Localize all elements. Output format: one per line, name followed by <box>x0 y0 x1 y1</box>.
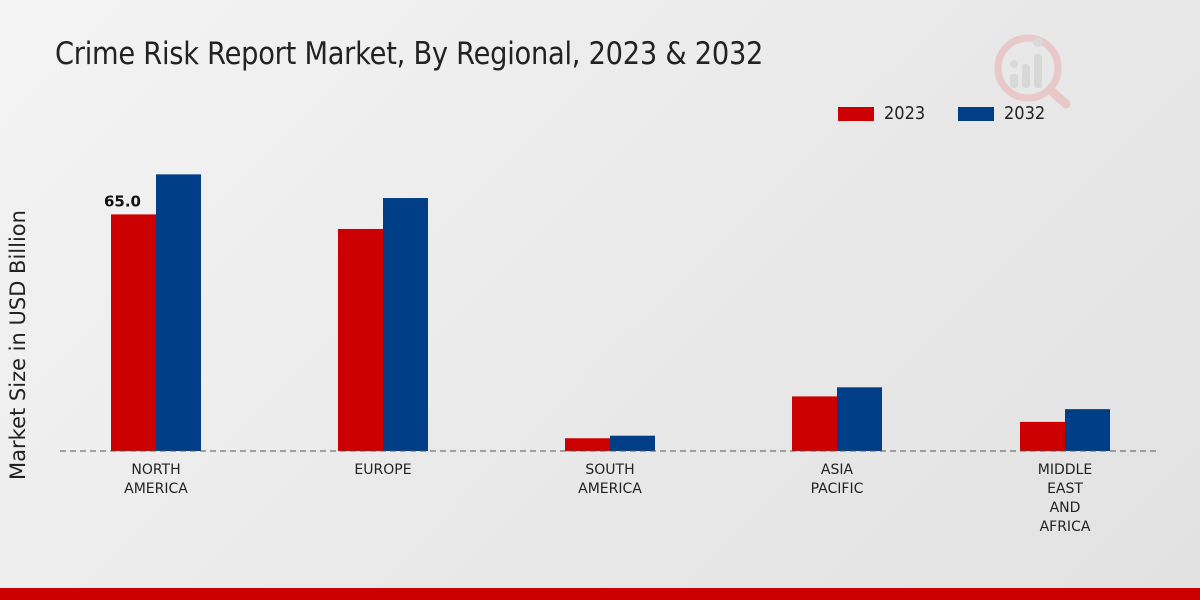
bar-2023-4[interactable] <box>1020 421 1065 451</box>
bar-2032-4[interactable] <box>1065 409 1110 451</box>
bar-2023-0[interactable] <box>111 214 156 451</box>
brand-logo-watermark <box>994 34 1071 109</box>
x-tick-label-4: MIDDLE EAST AND AFRICA <box>1038 462 1092 535</box>
x-tick-label-1: EUROPE <box>354 462 411 478</box>
data-label-0: 65.0 <box>104 192 141 210</box>
x-tick-label-2: SOUTH AMERICA <box>578 462 642 497</box>
bar-2023-2[interactable] <box>565 438 610 451</box>
x-tick-label-0: NORTH AMERICA <box>124 462 188 497</box>
x-tick-label-3: ASIA PACIFIC <box>811 462 864 497</box>
bar-2032-1[interactable] <box>383 198 428 451</box>
bar-2032-0[interactable] <box>156 174 201 452</box>
legend-label-2023: 2023 <box>884 103 926 124</box>
footer-accent-bar <box>0 588 1200 600</box>
bar-2032-2[interactable] <box>610 435 655 451</box>
legend-swatch-2023 <box>838 107 874 121</box>
legend-swatch-2032 <box>958 107 994 121</box>
chart-title: Crime Risk Report Market, By Regional, 2… <box>55 36 764 72</box>
bar-2032-3[interactable] <box>837 387 882 451</box>
bar-2023-1[interactable] <box>338 228 383 451</box>
bar-2023-3[interactable] <box>792 396 837 451</box>
legend-label-2032: 2032 <box>1004 103 1046 124</box>
